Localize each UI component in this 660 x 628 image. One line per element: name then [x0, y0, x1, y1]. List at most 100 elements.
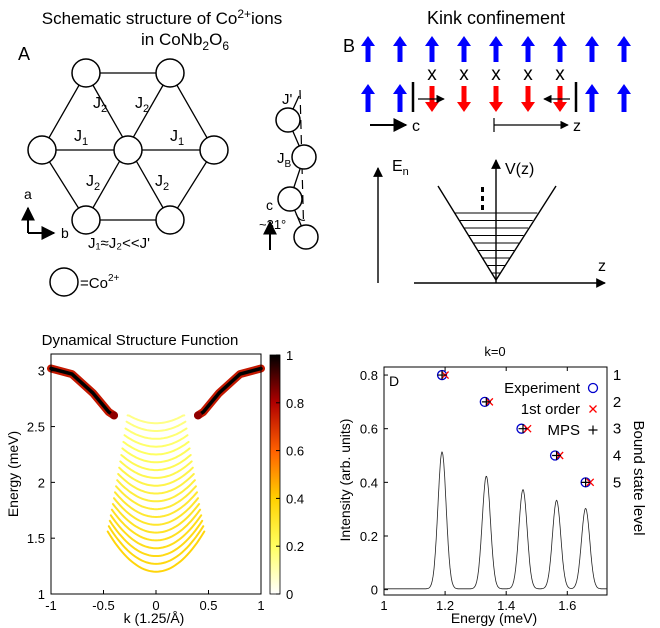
legend-label: Experiment — [504, 380, 581, 397]
chain-side-view — [275, 89, 319, 250]
coupling-j1: J1 — [74, 128, 88, 148]
spin-up-icon — [621, 93, 627, 112]
mps-marker — [437, 370, 447, 380]
bound-state-band — [107, 525, 205, 565]
z-axis-label: z — [598, 258, 606, 275]
spin-up-head — [393, 84, 407, 94]
coupling-j2: J2 — [86, 173, 100, 193]
bound-state-band — [117, 473, 195, 495]
more-levels-dots — [481, 187, 484, 210]
level-number: 5 — [613, 474, 621, 491]
co-ion-legend: =Co2+ — [80, 273, 119, 292]
z-distance-label: z — [573, 118, 581, 135]
top-branch — [196, 366, 263, 418]
bound-state-band — [115, 485, 197, 511]
bound-state-band — [116, 479, 196, 503]
coupling-j2: J2 — [135, 95, 149, 115]
spin-up-icon — [397, 93, 403, 112]
co-ion — [199, 135, 229, 165]
y-tick-label: 0 — [371, 583, 378, 598]
axis-c-label: c — [266, 197, 273, 213]
panel-d-title: k=0 — [484, 344, 505, 359]
colorbar-tick-label: 0.8 — [286, 396, 304, 411]
y-tick-label: 1 — [38, 587, 45, 602]
first-order-marker — [523, 424, 532, 433]
coupling-j1: J1 — [170, 128, 184, 148]
x-tick-label: -0.5 — [92, 598, 114, 613]
spin-up-head — [457, 36, 471, 46]
spin-down-icon — [429, 86, 435, 103]
spin-up-icon — [365, 45, 371, 62]
bound-state-band — [109, 514, 203, 550]
intensity-curve — [384, 451, 607, 590]
spin-up-head — [585, 36, 599, 46]
legend-label: 1st order — [521, 401, 580, 418]
co-ion — [155, 205, 185, 235]
panel-b-title: Kink confinement — [427, 8, 565, 28]
energy-axis-label: En — [392, 158, 409, 178]
heatmap — [47, 364, 265, 573]
spin-up-icon — [397, 45, 403, 62]
y-tick-label: 0.8 — [360, 368, 378, 383]
excitation-mark: x — [523, 64, 533, 85]
bound-state-band — [122, 440, 190, 456]
coupling-jprime: J' — [282, 91, 293, 108]
panel-d-label: D — [389, 373, 399, 389]
branch-hotspot — [110, 411, 118, 420]
spin-down-head — [425, 102, 439, 112]
spin-up-head — [489, 36, 503, 46]
panel-a-subtitle: in CoNb2O6 — [141, 30, 229, 53]
co-ion — [155, 58, 185, 88]
legend-experiment-icon — [587, 382, 599, 394]
plot-d-x-label: Energy (meV) — [451, 610, 537, 626]
co-ion — [71, 58, 101, 88]
spin-down-head — [457, 102, 471, 112]
bound-state-band — [108, 519, 204, 557]
x-tick-label: 1.4 — [497, 598, 515, 613]
coupling-j2: J2 — [155, 173, 169, 193]
y-tick-label: 0.6 — [360, 422, 378, 437]
heatmap-x-ticks: -1 -0.5 0 0.5 1 — [45, 590, 265, 613]
angle-label: ~31° — [259, 217, 286, 232]
spin-up-icon — [525, 45, 531, 62]
x-tick-label: 1.2 — [436, 598, 454, 613]
colorbar-tick-label: 0 — [286, 587, 293, 602]
spin-up-head — [361, 36, 375, 46]
x-tick-label: -1 — [45, 598, 57, 613]
panel-a-label: A — [18, 44, 30, 64]
excitation-mark: x — [427, 64, 437, 85]
x-tick-label: 1 — [380, 598, 387, 613]
bound-state-band — [126, 414, 186, 425]
excitation-mark: x — [459, 64, 469, 85]
axis-b-label: b — [61, 225, 69, 241]
spin-up-head — [361, 84, 375, 94]
excitation-mark: x — [491, 64, 501, 85]
bound-state-level-label: Bound state level — [630, 420, 647, 535]
spin-up-icon — [493, 45, 499, 62]
level-number: 2 — [613, 394, 621, 411]
spin-up-head — [393, 36, 407, 46]
spin-down-icon — [461, 86, 467, 103]
spin-down-icon — [525, 86, 531, 103]
spin-up-icon — [589, 45, 595, 62]
coupling-jb: JB — [277, 150, 292, 170]
heatmap-y-ticks: 1 1.5 2 2.5 3 — [27, 364, 55, 602]
coupling-relation: J₁≈J₂<<J' — [88, 235, 150, 252]
co-ion — [27, 135, 57, 165]
panel-c-title: Dynamical Structure Function — [42, 332, 239, 349]
coupling-j2: J2 — [93, 95, 107, 115]
bound-state-band — [123, 434, 189, 448]
plot-d-legend: Experiment 1st order MPS — [504, 380, 599, 439]
mps-marker — [518, 424, 528, 434]
spin-up-head — [617, 36, 631, 46]
spin-down-icon — [557, 86, 563, 103]
bound-state-level-numbers: 1 2 3 4 5 — [613, 367, 621, 491]
plot-d-x-ticks: 1 1.2 1.4 1.6 — [380, 367, 576, 613]
bound-state-band — [106, 530, 206, 573]
plot-d-y-ticks: 0 0.2 0.4 0.6 0.8 — [360, 368, 388, 598]
axis-a-label: a — [24, 186, 32, 202]
panel-b-label: B — [343, 36, 355, 56]
co-ion — [71, 205, 101, 235]
colorbar-tick-label: 0.4 — [286, 491, 304, 506]
legend-mps-icon — [588, 425, 598, 435]
